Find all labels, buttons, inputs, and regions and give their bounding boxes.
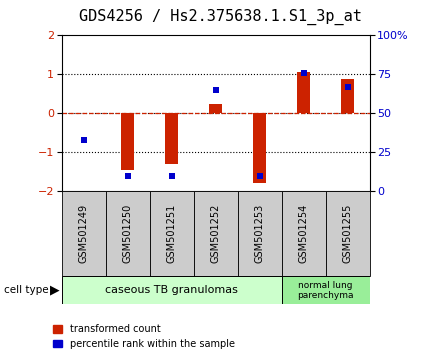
FancyBboxPatch shape [194, 191, 238, 276]
FancyBboxPatch shape [150, 191, 194, 276]
Text: GSM501252: GSM501252 [211, 204, 220, 263]
Text: cell type: cell type [4, 285, 49, 295]
Text: caseous TB granulomas: caseous TB granulomas [105, 285, 238, 295]
Text: GSM501249: GSM501249 [79, 204, 88, 263]
FancyBboxPatch shape [326, 191, 370, 276]
FancyBboxPatch shape [282, 276, 370, 304]
Text: normal lung
parenchyma: normal lung parenchyma [297, 281, 354, 300]
FancyBboxPatch shape [62, 191, 106, 276]
Legend: transformed count, percentile rank within the sample: transformed count, percentile rank withi… [53, 324, 235, 349]
Bar [165, 113, 178, 164]
Bar [297, 72, 310, 113]
Text: GSM501254: GSM501254 [299, 204, 308, 263]
Bar [121, 113, 134, 170]
Text: GSM501250: GSM501250 [123, 204, 132, 263]
FancyBboxPatch shape [106, 191, 150, 276]
Bar [209, 103, 222, 113]
Text: ▶: ▶ [50, 284, 60, 297]
FancyBboxPatch shape [238, 191, 282, 276]
Bar [253, 113, 266, 183]
Text: GSM501253: GSM501253 [255, 204, 264, 263]
Text: GSM501251: GSM501251 [167, 204, 176, 263]
Bar [341, 79, 354, 113]
FancyBboxPatch shape [282, 191, 326, 276]
FancyBboxPatch shape [62, 276, 282, 304]
Text: GDS4256 / Hs2.375638.1.S1_3p_at: GDS4256 / Hs2.375638.1.S1_3p_at [79, 9, 361, 25]
Text: GSM501255: GSM501255 [343, 204, 352, 263]
